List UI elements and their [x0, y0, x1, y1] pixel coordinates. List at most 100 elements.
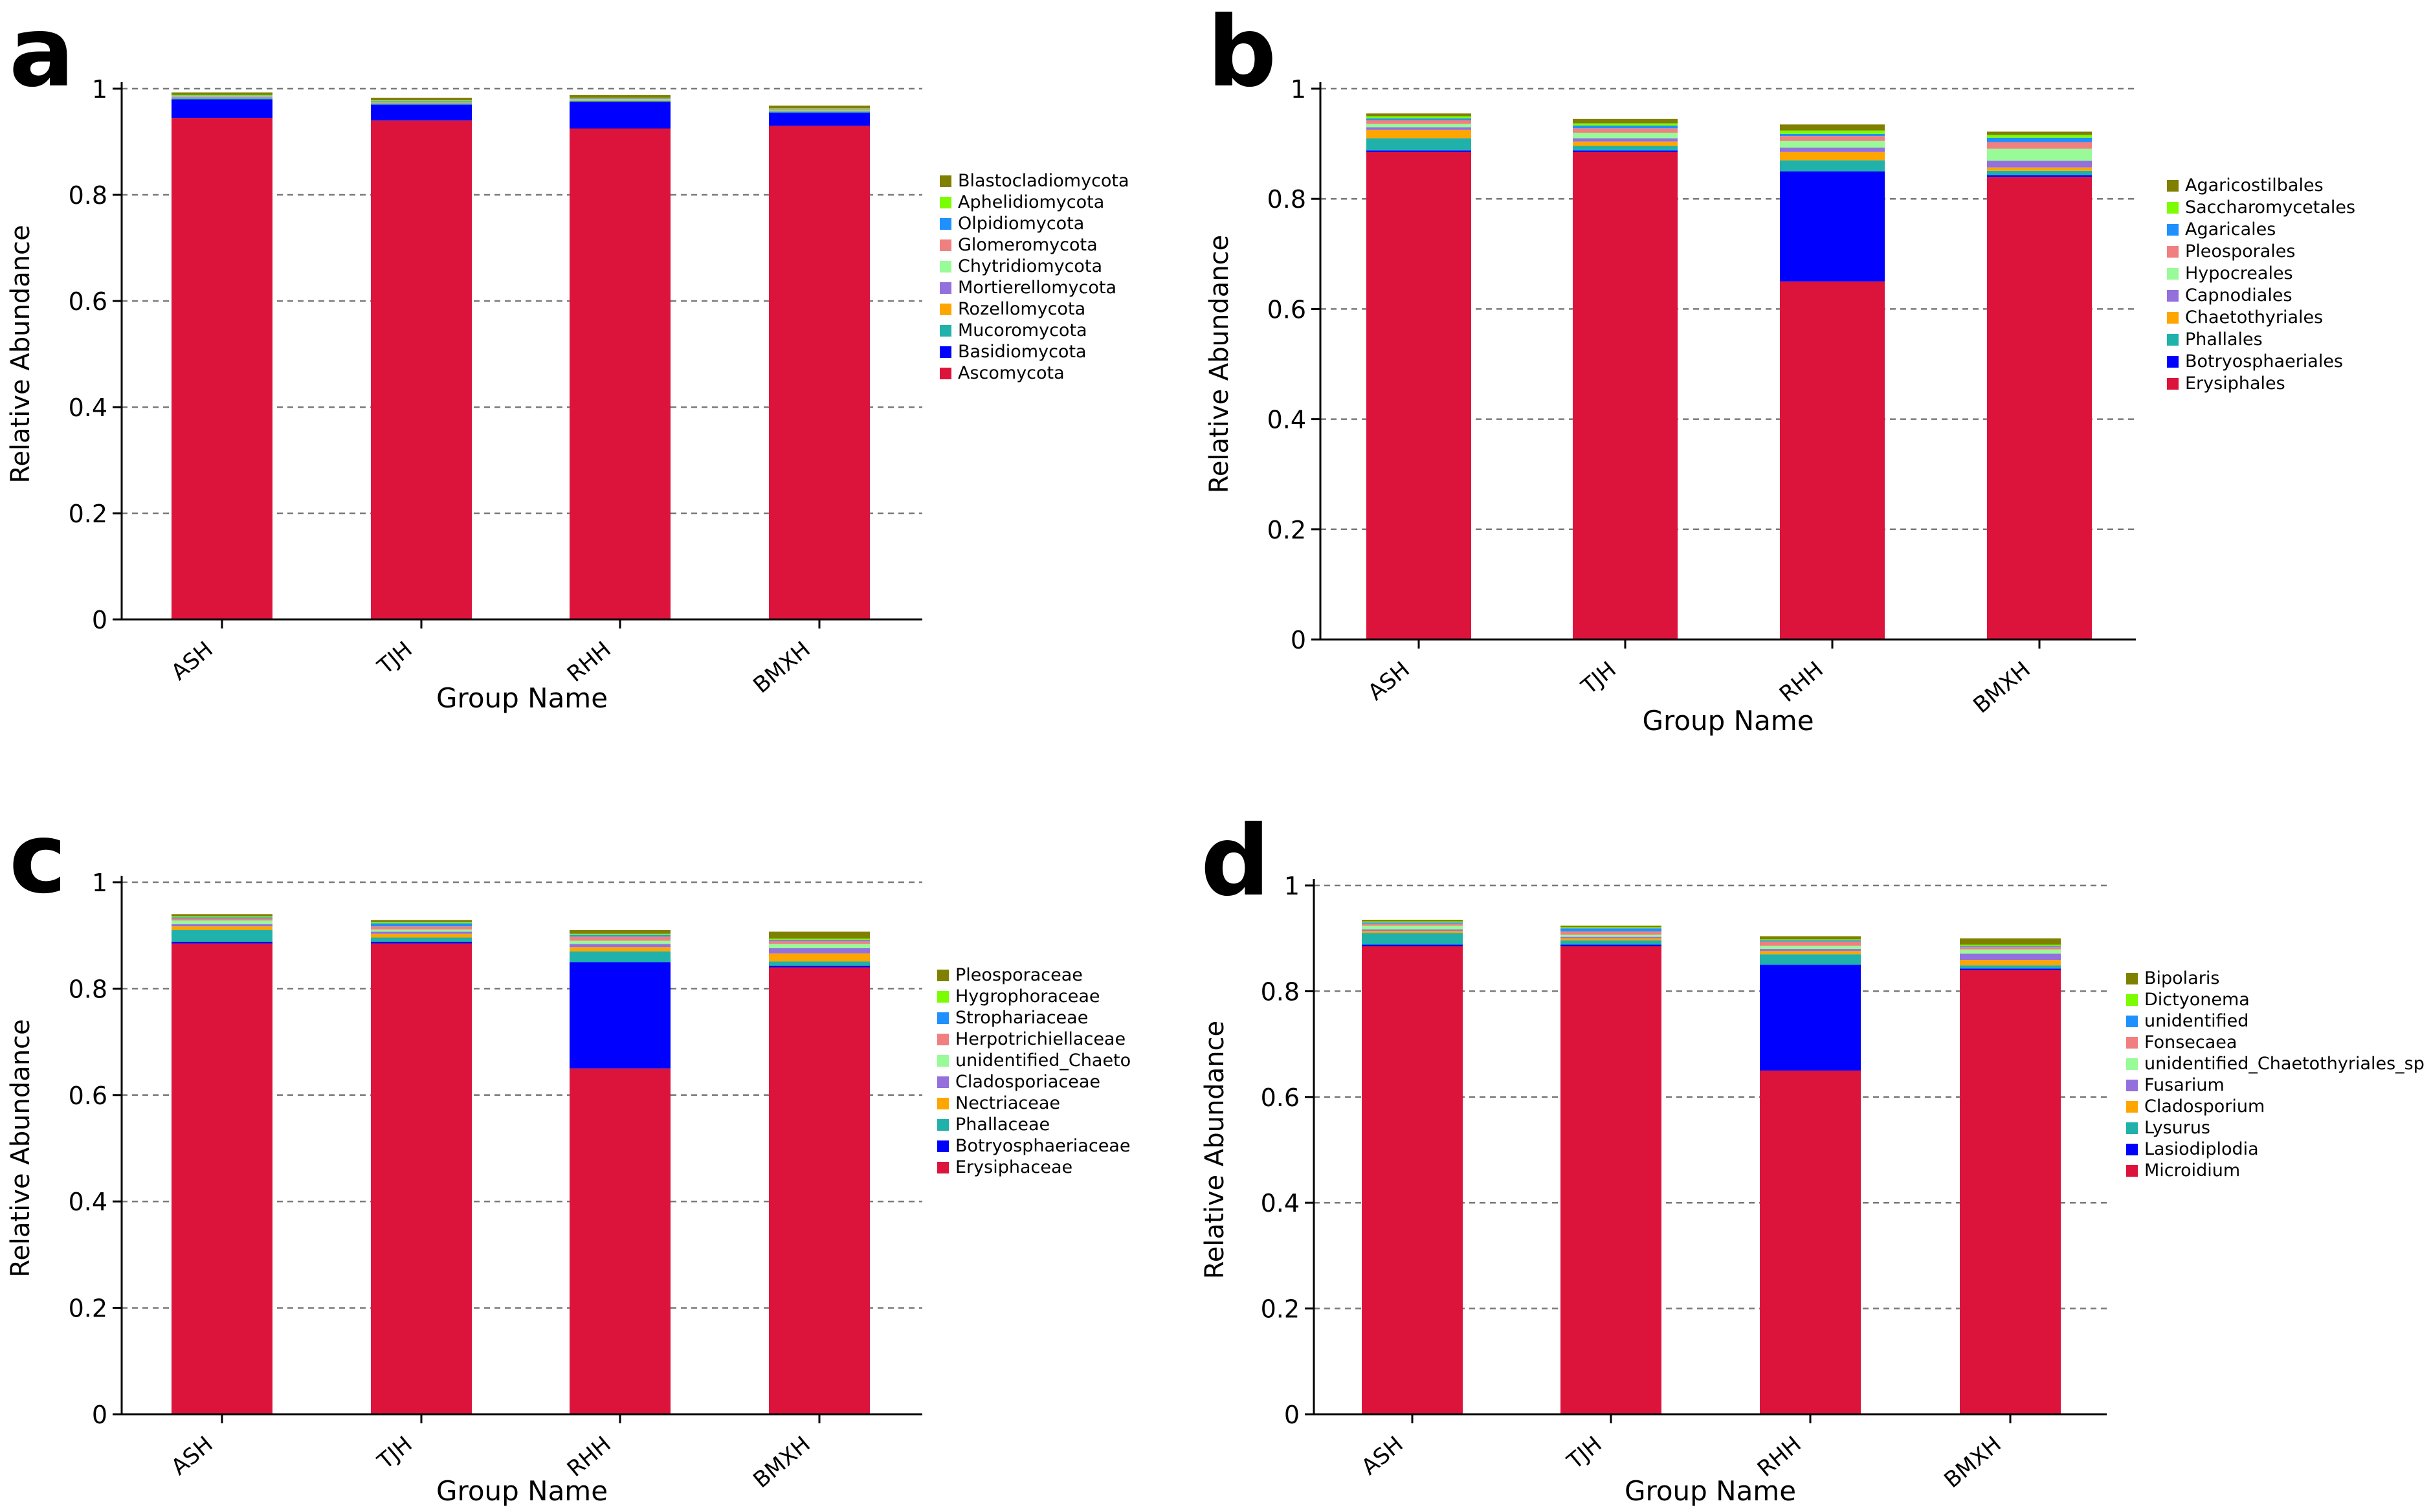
y-axis-title: Relative Abundance [1200, 1021, 1230, 1279]
bar-segment [1780, 171, 1885, 282]
bar-segment [1960, 960, 2061, 966]
bar-segment [371, 102, 472, 104]
legend-swatch [937, 991, 949, 1003]
bar-segment [1362, 921, 1463, 923]
bar-segment [371, 929, 472, 932]
bar-segment [1366, 124, 1471, 128]
legend-label: Rozellomycota [958, 299, 1085, 319]
bar-segment [1760, 964, 1861, 1071]
legend-swatch [940, 368, 951, 379]
legend-swatch [2167, 356, 2179, 368]
bar-segment [1987, 142, 2092, 149]
legend: BlastocladiomycotaAphelidiomycotaOlpidio… [940, 171, 1129, 383]
y-tick-label: 0.4 [1261, 1189, 1300, 1217]
y-tick-label: 0.8 [69, 975, 107, 1003]
legend-label: Erysiphaceae [955, 1157, 1072, 1177]
y-tick-label: 0.8 [1267, 185, 1306, 214]
bar-segment [570, 1068, 671, 1414]
legend-swatch [940, 261, 951, 272]
bar-segment [371, 100, 472, 101]
bar-segment [172, 942, 272, 944]
legend-swatch [2126, 1037, 2138, 1049]
legend-swatch [2126, 973, 2138, 984]
bar-segment [1760, 940, 1861, 942]
legend-swatch [937, 1055, 949, 1067]
y-tick-label: 0.4 [69, 394, 107, 422]
bar-segment [570, 951, 671, 962]
bar-segment [1760, 951, 1861, 955]
bar-segment [172, 916, 272, 918]
x-tick-label: ASH [1357, 1431, 1408, 1480]
bar-segment [1780, 140, 1885, 148]
bar-segment [172, 92, 272, 95]
legend-label: Botryosphaeriaceae [955, 1136, 1130, 1156]
bar-segment [1560, 931, 1661, 935]
bar-segment [1366, 127, 1471, 130]
legend: BipolarisDictyonemaunidentifiedFonsecaea… [2126, 968, 2425, 1181]
y-tick-label: 0.8 [1261, 977, 1300, 1006]
bar-segment [1987, 161, 2092, 168]
bar-segment [172, 918, 272, 921]
bar-segment [1987, 137, 2092, 142]
legend-label: Chytridiomycota [958, 256, 1102, 276]
bar-segment [570, 128, 671, 619]
bar-segment [1573, 141, 1678, 146]
legend-swatch [940, 325, 951, 337]
bar-segment [769, 109, 870, 110]
bar-segment [1362, 946, 1463, 1414]
legend-swatch [2167, 290, 2179, 302]
bar-segment [371, 97, 472, 101]
bar-segment [1362, 922, 1463, 924]
bar-segment [570, 98, 671, 100]
bar-segment [172, 929, 272, 942]
bar-segment [769, 931, 870, 939]
bar-segment [570, 102, 671, 129]
legend: PleosporaceaeHygrophoraceaeStrophariacea… [937, 965, 1131, 1177]
legend-swatch [2126, 994, 2138, 1006]
bar-segment [769, 948, 870, 954]
bar-segment [371, 922, 472, 924]
bar-segment [172, 96, 272, 98]
legend-label: Olpidiomycota [958, 214, 1084, 234]
legend-swatch [940, 346, 951, 358]
bar-segment [371, 104, 472, 121]
legend-label: Bipolaris [2144, 968, 2219, 988]
bar-segment [769, 106, 870, 109]
legend-label: Nectriaceae [955, 1093, 1060, 1113]
legend-label: Mucoromycota [958, 320, 1087, 340]
bar-segment [1780, 151, 1885, 161]
bar-segment [371, 931, 472, 934]
legend-label: Lasiodiplodia [2144, 1139, 2259, 1159]
x-tick-label: BMXH [1968, 656, 2035, 718]
bar-segment [172, 94, 272, 96]
x-tick-label: ASH [166, 636, 218, 685]
bar-segment [1780, 133, 1885, 137]
y-tick-label: 0.6 [69, 1082, 107, 1110]
legend-swatch [2167, 378, 2179, 390]
bar-segment [570, 933, 671, 935]
bar-segment [1960, 946, 2061, 950]
bar-segment [371, 103, 472, 105]
legend-swatch [937, 970, 949, 981]
legend-label: Hypocreales [2185, 263, 2293, 284]
bar-segment [769, 108, 870, 109]
legend-label: Microidium [2144, 1161, 2240, 1181]
bar-segment [570, 99, 671, 100]
bar-segment [570, 929, 671, 934]
x-tick-label: ASH [1363, 656, 1415, 706]
bar-segment [1366, 129, 1471, 139]
bar-segment [1573, 118, 1678, 124]
bar-segment [1987, 135, 2092, 138]
bar-segment [570, 94, 671, 98]
bar-segment [371, 102, 472, 103]
bar-segment [1960, 938, 2061, 945]
bar-segment [769, 111, 870, 113]
bar-segment [1987, 177, 2092, 639]
panel-label: c [9, 803, 67, 915]
legend-swatch [2126, 1080, 2138, 1091]
legend-swatch [2167, 312, 2179, 324]
bar-segment [1573, 151, 1678, 640]
bar-segment [1366, 116, 1471, 118]
bar-segment [570, 962, 671, 1069]
x-tick-label: TJH [1576, 656, 1621, 700]
